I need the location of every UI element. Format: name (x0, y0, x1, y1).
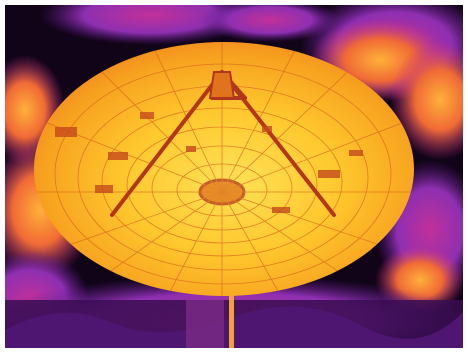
image-frame (5, 5, 463, 348)
thermal-telescope-photo (5, 5, 463, 348)
